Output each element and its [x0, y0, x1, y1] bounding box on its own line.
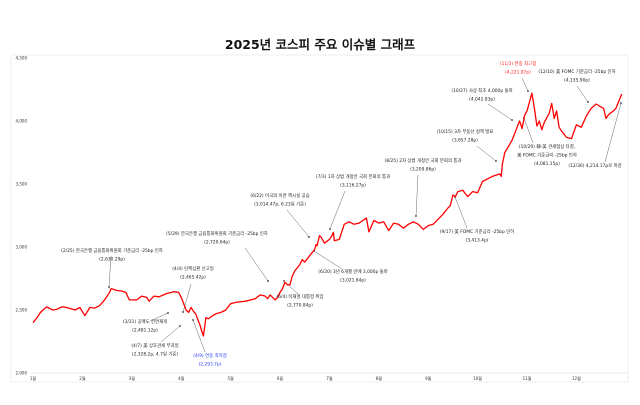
x-tick-label: 2월	[79, 375, 86, 381]
annotation-arrow	[108, 255, 112, 288]
annotation-label: (10/15) 3차 부동산 정책 발표	[437, 128, 494, 135]
annotation-arrowhead	[308, 236, 310, 238]
annotation-arrowhead	[620, 102, 622, 104]
annotation-label: (8/25) 2차 상법 개정안 국회 본회의 통과	[385, 157, 462, 164]
annotation-arrowhead	[495, 160, 497, 162]
annotation-arrowhead	[283, 280, 285, 282]
annotation-label: (3,413.4p)	[466, 238, 489, 244]
annotation-arrowhead	[511, 119, 513, 121]
annotation-arrowhead	[267, 280, 269, 282]
annotation-arrow	[329, 190, 346, 230]
annotation-arrow	[487, 103, 513, 121]
annotation-label: 美 FOMC 기준금리 -25bp 인하	[517, 152, 577, 159]
annotation-label: (7/3) 1차 상법 개정안 국회 본회의 통과	[316, 173, 390, 180]
annotation-label: (2,770.84p)	[287, 303, 313, 309]
annotation-label: (6/4) 이재명 대통령 취임	[277, 293, 324, 300]
annotation-label: (6/20) 3년 6개월 만에 3,000p 돌파	[318, 268, 387, 275]
y-tick-label: 2,000	[16, 371, 28, 376]
chart-title: 2025년 코스피 주요 이슈별 그래프	[225, 37, 416, 52]
x-tick-label: 8월	[376, 375, 383, 381]
annotation-label: (4,135.90p)	[564, 78, 590, 84]
annotation-arrow	[476, 145, 497, 162]
annotation-label: (3/31) 공매도 전면재개	[123, 318, 167, 325]
annotation-arrowhead	[415, 215, 417, 217]
annotation-arrowhead	[182, 311, 184, 313]
annotation-label: (12/10) 美 FOMC 기준금리 -25bp 인하	[538, 68, 615, 75]
x-tick-label: 1월	[30, 375, 37, 381]
annotation-label: (3,116.27p)	[340, 183, 366, 189]
x-tick-label: 12월	[572, 375, 581, 381]
annotation-arrow	[160, 325, 181, 343]
annotation-arrowhead	[108, 286, 110, 288]
x-tick-label: 11월	[523, 375, 532, 381]
x-tick-label: 7월	[326, 375, 333, 381]
annotation-label: (2,630.29p)	[99, 257, 125, 263]
annotation-arrowhead	[167, 312, 169, 314]
annotation-label: (5/29) 한국은행 금융통화위원회 기준금리 -25bp 인하	[166, 230, 268, 237]
annotation-label: (3,657.28p)	[452, 138, 478, 144]
annotation-arrowhead	[527, 90, 529, 92]
annotation-label: (3,021.84p)	[340, 278, 366, 284]
annotation-label: (11/3) 연중 최고점	[500, 60, 536, 67]
y-tick-label: 4,500	[16, 56, 28, 61]
annotation-label: (4/9) 연중 최저점	[193, 352, 226, 359]
annotation-label: (3,209.86p)	[410, 167, 436, 173]
annotation-label: (4,221.87p)	[505, 70, 531, 76]
y-tick-label: 3,500	[16, 182, 28, 187]
annotation-label: (4,081.15p)	[534, 161, 560, 167]
annotation-label: (12/30) 4,214.17p로 마감	[568, 162, 621, 169]
y-tick-label: 4,000	[16, 119, 28, 124]
annotation-label: (3,014.47p, 6.23일 기준)	[254, 201, 306, 208]
annotation-arrow	[149, 312, 169, 322]
annotation-arrow	[192, 319, 206, 353]
x-tick-label: 3월	[129, 375, 136, 381]
annotation-arrow	[576, 85, 589, 103]
annotation-label: (9/17) 美 FOMC 기준금리 -25bp 인하	[440, 228, 514, 235]
y-tick-label: 2,500	[16, 308, 28, 313]
annotation-arrow	[521, 77, 529, 92]
x-tick-label: 4월	[178, 375, 185, 381]
annotation-arrow	[244, 247, 269, 282]
annotation-label: (4/4) 탄핵심판 선고일	[172, 265, 214, 272]
annotation-label: (10/27) 사상 최초 4,000p 돌파	[451, 87, 512, 94]
x-tick-label: 9월	[425, 375, 432, 381]
annotation-arrowhead	[179, 325, 181, 327]
x-tick-label: 5월	[227, 375, 234, 381]
annotation-label: (2,293.7p)	[199, 362, 222, 368]
annotation-arrowhead	[192, 319, 194, 321]
annotation-arrow	[523, 117, 534, 144]
annotation-arrow	[182, 283, 192, 313]
chart-frame	[10, 54, 629, 383]
annotation-arrow	[454, 196, 468, 229]
annotation-arrowhead	[329, 228, 331, 230]
annotation-label: (4/7) 美 상호관세 부과일	[131, 342, 178, 349]
annotation-label: (10/29) 韓-美 관세협상 타결,	[519, 143, 575, 150]
annotation-label: (6/22) 미국의 이란 핵시설 공습	[250, 192, 309, 199]
annotation-arrow	[604, 102, 622, 163]
annotation-label: (4,042.83p)	[469, 97, 495, 103]
x-tick-label: 10월	[473, 375, 482, 381]
annotation-label: (2/25) 한국은행 금융통화위원회 기준금리 -25bp 인하	[61, 247, 163, 254]
x-tick-label: 6월	[277, 375, 284, 381]
annotation-label: (2,328.2p, 4.7일 기준)	[132, 351, 179, 358]
annotation-arrow	[286, 209, 310, 238]
y-tick-label: 3,000	[16, 245, 28, 250]
annotation-label: (2,465.42p)	[180, 275, 206, 281]
annotation-label: (2,720.64p)	[204, 240, 230, 246]
annotation-label: (2,481.12p)	[132, 328, 158, 334]
annotation-arrow	[313, 250, 343, 270]
annotation-arrow	[415, 174, 419, 217]
annotation-arrowhead	[587, 101, 589, 103]
kospi-series-line	[32, 92, 623, 337]
